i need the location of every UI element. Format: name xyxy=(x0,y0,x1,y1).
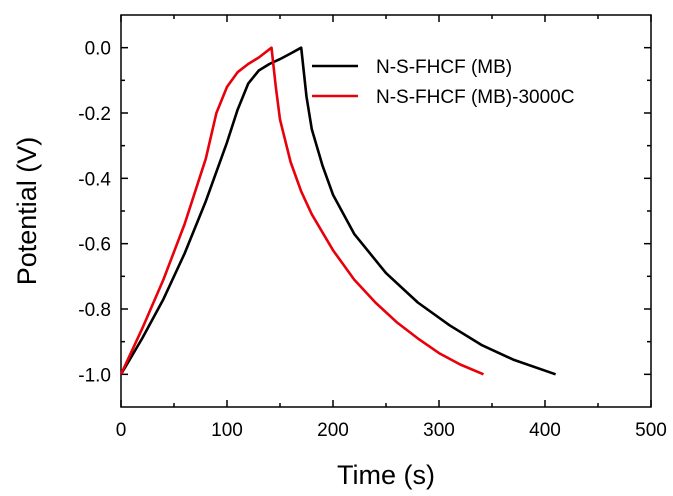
x-tick-label: 0 xyxy=(116,420,127,441)
x-tick-label: 500 xyxy=(635,420,667,441)
y-tick-label: -0.4 xyxy=(78,169,111,190)
y-tick-label: 0.0 xyxy=(85,39,111,60)
legend: N-S-FHCF (MB) N-S-FHCF (MB)-3000C xyxy=(312,57,574,108)
series-layer xyxy=(119,46,557,376)
y-tick-label: -1.0 xyxy=(78,365,111,386)
y-tick-label: -0.8 xyxy=(78,300,111,321)
series-line-2 xyxy=(119,46,485,376)
x-tick-label: 100 xyxy=(211,420,243,441)
y-axis: 0.0 -0.2 -0.4 -0.6 -0.8 -1.0 xyxy=(78,39,651,386)
x-tick-label: 300 xyxy=(423,420,455,441)
x-tick-label: 200 xyxy=(317,420,349,441)
y-axis-title: Potential (V) xyxy=(12,137,42,286)
legend-label-1: N-S-FHCF (MB) xyxy=(376,57,512,78)
y-tick-label: -0.6 xyxy=(78,235,111,256)
series-line-1 xyxy=(119,46,557,376)
x-tick-label: 400 xyxy=(529,420,561,441)
legend-label-2: N-S-FHCF (MB)-3000C xyxy=(376,87,574,108)
x-axis-title: Time (s) xyxy=(337,460,435,490)
x-axis: 0 100 200 300 400 500 xyxy=(116,15,667,441)
y-tick-label: -0.2 xyxy=(78,104,111,125)
